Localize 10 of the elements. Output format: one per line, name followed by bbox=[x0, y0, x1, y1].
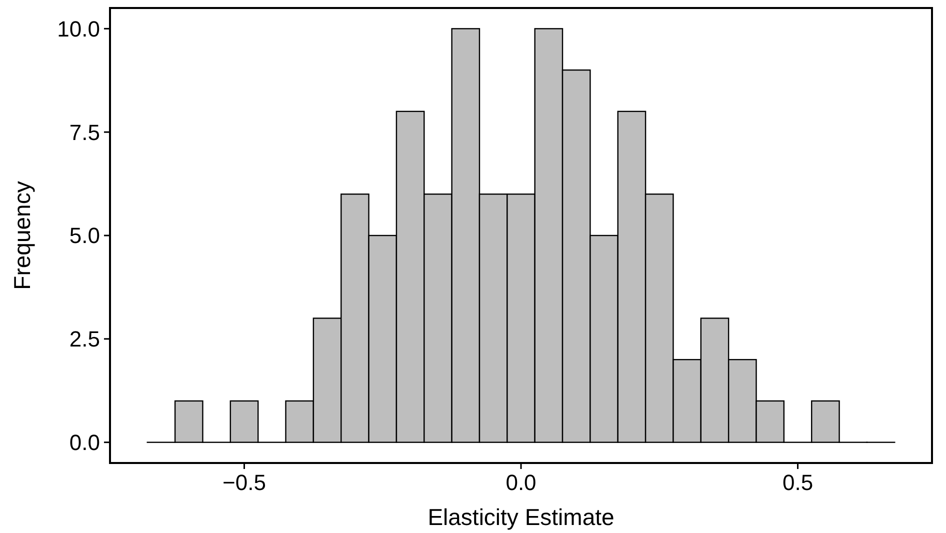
y-tick-label: 10.0 bbox=[57, 16, 100, 42]
y-tick-label: 5.0 bbox=[69, 223, 100, 248]
y-tick-label: 7.5 bbox=[69, 120, 100, 145]
y-axis-title: Frequency bbox=[9, 180, 35, 290]
x-tick-label: −0.5 bbox=[222, 470, 266, 495]
x-tick-label: 0.5 bbox=[782, 470, 814, 495]
x-tick-label: 0.0 bbox=[506, 470, 536, 495]
x-axis-title: Elasticity Estimate bbox=[428, 504, 614, 530]
y-tick-label: 0.0 bbox=[69, 430, 100, 456]
y-tick-label: 2.5 bbox=[69, 326, 100, 352]
